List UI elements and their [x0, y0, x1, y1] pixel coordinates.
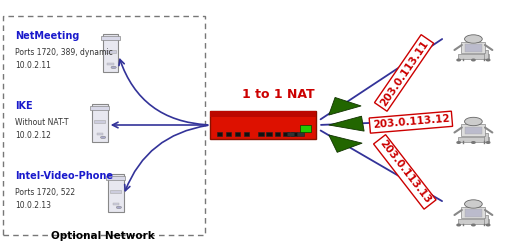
Circle shape: [487, 59, 490, 61]
Bar: [108, 174, 124, 212]
Text: 10.0.2.11: 10.0.2.11: [15, 60, 50, 70]
FancyBboxPatch shape: [464, 209, 482, 216]
Text: Without NAT-T: Without NAT-T: [15, 118, 68, 127]
Polygon shape: [329, 116, 364, 131]
Circle shape: [472, 59, 475, 61]
Circle shape: [487, 224, 490, 226]
Bar: [226, 132, 231, 136]
FancyBboxPatch shape: [458, 54, 489, 59]
Bar: [244, 132, 249, 136]
FancyBboxPatch shape: [461, 42, 485, 53]
Bar: [275, 132, 280, 136]
Bar: [217, 132, 222, 136]
Bar: [283, 132, 289, 136]
Circle shape: [457, 224, 460, 226]
FancyBboxPatch shape: [458, 219, 489, 224]
Bar: [103, 34, 118, 72]
Text: NetMeeting: NetMeeting: [15, 31, 79, 41]
Bar: [106, 176, 125, 180]
Bar: [110, 190, 121, 193]
Polygon shape: [329, 98, 361, 115]
Bar: [210, 110, 316, 140]
Text: Intel-Video-Phone: Intel-Video-Phone: [15, 171, 113, 181]
Circle shape: [111, 66, 116, 69]
Bar: [297, 132, 304, 136]
Bar: [266, 132, 272, 136]
Bar: [97, 133, 103, 135]
Text: 203.0.113.13: 203.0.113.13: [377, 138, 432, 205]
Circle shape: [116, 206, 122, 209]
FancyBboxPatch shape: [461, 124, 485, 136]
Bar: [300, 125, 311, 132]
Text: Ports 1720, 389, dynamic: Ports 1720, 389, dynamic: [15, 48, 113, 57]
Circle shape: [464, 35, 482, 43]
Bar: [287, 132, 294, 136]
FancyBboxPatch shape: [464, 126, 482, 134]
Bar: [90, 106, 109, 110]
Text: 10.0.2.12: 10.0.2.12: [15, 130, 50, 140]
FancyBboxPatch shape: [461, 207, 485, 218]
Circle shape: [464, 117, 482, 126]
FancyBboxPatch shape: [3, 16, 205, 235]
Circle shape: [487, 142, 490, 143]
Bar: [235, 132, 240, 136]
Text: IKE: IKE: [15, 101, 33, 111]
Bar: [101, 36, 120, 40]
Bar: [291, 132, 297, 136]
Bar: [113, 203, 119, 205]
Bar: [105, 50, 116, 53]
Bar: [258, 132, 264, 136]
Bar: [95, 120, 105, 123]
Circle shape: [472, 224, 475, 226]
FancyBboxPatch shape: [458, 137, 489, 142]
Circle shape: [457, 59, 460, 61]
FancyBboxPatch shape: [464, 44, 482, 52]
Text: 10.0.2.13: 10.0.2.13: [15, 200, 50, 209]
Circle shape: [457, 142, 460, 143]
Text: 203.0.113.11: 203.0.113.11: [378, 38, 430, 108]
Bar: [107, 63, 114, 65]
Bar: [484, 132, 488, 141]
Circle shape: [100, 136, 106, 139]
Text: Optional Network: Optional Network: [50, 231, 155, 241]
Circle shape: [472, 142, 475, 143]
Polygon shape: [329, 135, 362, 152]
Text: 1 to 1 NAT: 1 to 1 NAT: [242, 88, 315, 101]
Bar: [92, 104, 108, 142]
Bar: [484, 50, 488, 59]
Bar: [484, 215, 488, 224]
Circle shape: [464, 200, 482, 208]
Text: Ports 1720, 522: Ports 1720, 522: [15, 188, 75, 197]
Bar: [210, 110, 316, 117]
Text: 203.0.113.12: 203.0.113.12: [372, 114, 450, 130]
